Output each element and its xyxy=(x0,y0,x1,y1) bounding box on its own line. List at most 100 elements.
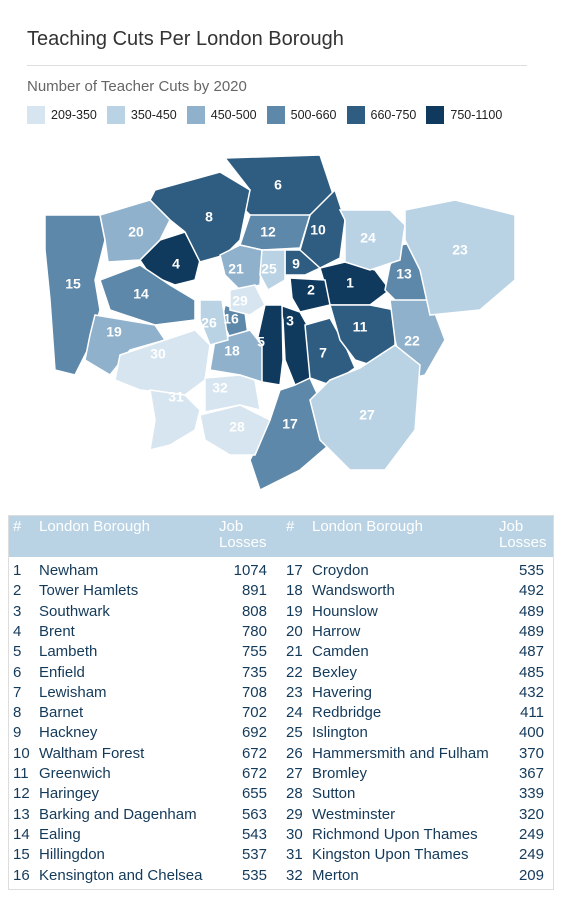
borough-name: Hackney xyxy=(39,724,98,742)
divider xyxy=(27,65,527,66)
borough-name: Lewisham xyxy=(39,683,107,701)
borough-name: Wandsworth xyxy=(312,582,395,600)
job-losses: 249 xyxy=(518,846,544,864)
job-losses: 535 xyxy=(518,562,544,579)
borough xyxy=(204,374,261,413)
title: Teaching Cuts Per London Borough xyxy=(27,28,344,50)
job-losses: 537 xyxy=(241,846,267,864)
rank: 5 xyxy=(13,643,22,661)
rank: 32 xyxy=(286,866,303,884)
rank: 21 xyxy=(286,643,303,661)
rank: 26 xyxy=(286,744,303,762)
borough-label: 23 xyxy=(452,242,468,258)
legend-label: 350-450 xyxy=(130,108,177,122)
borough-name: Tower Hamlets xyxy=(39,582,139,600)
table: # London Borough Job Losses # London Borough… xyxy=(8,515,554,890)
borough-name: Kensington and Chelsea xyxy=(39,866,203,884)
legend-item: 209-350 xyxy=(27,106,97,124)
rank: 10 xyxy=(13,744,30,762)
legend-item: 350-450 xyxy=(106,106,177,124)
borough-label: 16 xyxy=(223,311,239,327)
borough-label: 26 xyxy=(201,315,217,331)
legend-label: 750-1100 xyxy=(450,108,503,122)
column-header: Job Losses xyxy=(499,518,547,551)
borough-label: 9 xyxy=(292,256,300,272)
rank: 22 xyxy=(286,663,303,681)
job-losses: 780 xyxy=(241,622,267,640)
borough-label: 29 xyxy=(232,293,248,309)
job-losses: 320 xyxy=(518,805,544,823)
borough xyxy=(309,344,421,471)
rank: 1 xyxy=(13,562,22,579)
legend-label: 500-660 xyxy=(290,108,337,122)
borough-name: Ealing xyxy=(39,825,81,843)
job-losses: 492 xyxy=(518,582,544,600)
borough-name: Westminster xyxy=(312,805,396,823)
borough xyxy=(99,199,171,263)
legend-swatch xyxy=(266,106,285,124)
rank: 18 xyxy=(286,582,303,600)
borough-name: Haringey xyxy=(39,785,100,803)
rank: 4 xyxy=(13,622,22,640)
job-losses: 487 xyxy=(518,643,544,661)
column-header: Job Losses xyxy=(219,518,267,551)
job-losses: 370 xyxy=(518,744,544,762)
borough xyxy=(209,329,263,384)
column-header: # xyxy=(13,518,22,535)
borough-label: 28 xyxy=(229,419,245,435)
borough-label: 5 xyxy=(257,334,265,350)
rank: 15 xyxy=(13,846,30,864)
borough-name: Richmond Upon Thames xyxy=(312,825,478,843)
legend-swatch xyxy=(186,106,205,124)
borough-label: 1 xyxy=(346,275,354,291)
legend: 209-350 350-450 450-500 500-660 660-750 750-1… xyxy=(27,106,502,124)
borough xyxy=(319,261,392,306)
rank: 23 xyxy=(286,683,303,701)
job-losses: 400 xyxy=(518,724,544,742)
table-header: # London Borough Job Losses # London Borough… xyxy=(9,516,553,557)
borough-name: Sutton xyxy=(312,785,356,803)
borough xyxy=(99,264,196,326)
borough xyxy=(289,277,331,313)
job-losses: 563 xyxy=(241,805,267,823)
borough-name: Havering xyxy=(312,683,373,701)
borough-name: Harrow xyxy=(312,622,361,640)
borough-label: 15 xyxy=(65,276,81,292)
rank: 17 xyxy=(286,562,303,579)
borough-label: 21 xyxy=(228,261,244,277)
borough xyxy=(338,209,406,271)
rank: 29 xyxy=(286,805,303,823)
borough-label: 4 xyxy=(172,256,180,272)
borough-label: 27 xyxy=(359,407,375,423)
borough-name: Lambeth xyxy=(39,643,98,661)
column-header: London Borough xyxy=(39,518,150,535)
job-losses: 692 xyxy=(241,724,267,742)
rank: 20 xyxy=(286,622,303,640)
job-losses: 432 xyxy=(518,683,544,701)
borough-label: 24 xyxy=(360,230,376,246)
job-losses: 672 xyxy=(241,765,267,782)
job-losses: 485 xyxy=(518,663,544,681)
borough-label: 19 xyxy=(106,324,122,340)
borough-label: 30 xyxy=(150,346,166,362)
job-losses: 1074 xyxy=(233,562,267,579)
borough-name: Bexley xyxy=(312,663,358,681)
borough-label: 25 xyxy=(261,261,277,277)
rank: 2 xyxy=(13,582,22,600)
borough-label: 22 xyxy=(404,333,420,349)
job-losses: 367 xyxy=(518,765,544,782)
legend-swatch xyxy=(346,106,365,124)
job-losses: 891 xyxy=(241,582,267,600)
rank: 7 xyxy=(13,683,22,701)
legend-item: 660-750 xyxy=(346,106,417,124)
job-losses: 535 xyxy=(241,866,267,884)
job-losses: 209 xyxy=(518,866,544,884)
borough-name: Newham xyxy=(39,562,99,579)
borough-name: Brent xyxy=(39,622,75,640)
legend-swatch xyxy=(426,106,445,124)
rank: 25 xyxy=(286,724,303,742)
job-losses: 755 xyxy=(241,643,267,661)
borough-name: Bromley xyxy=(312,765,368,782)
legend-label: 660-750 xyxy=(370,108,417,122)
